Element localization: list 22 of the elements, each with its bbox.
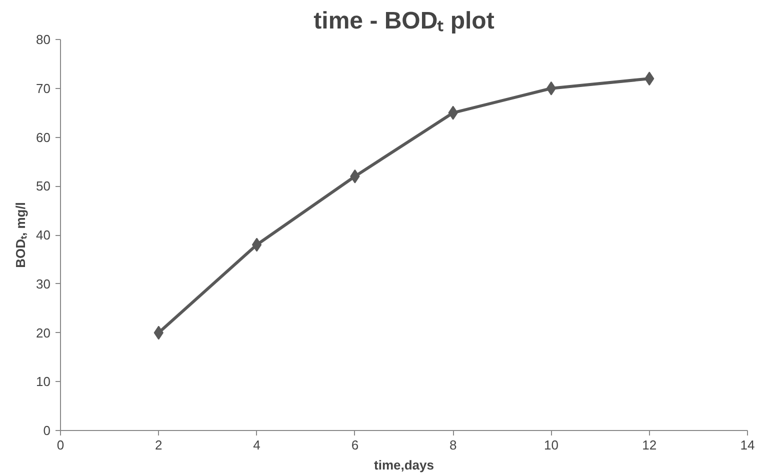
y-tick-label: 30	[36, 276, 51, 292]
x-tick-label: 4	[253, 438, 260, 452]
y-axis-title: BODₜ, mg/l	[13, 202, 28, 268]
y-tick-label: 20	[36, 325, 51, 340]
x-tick-label: 8	[449, 438, 457, 452]
x-tick-label: 10	[544, 438, 558, 452]
x-axis-title: time,days	[374, 458, 434, 472]
y-tick-label: 70	[36, 80, 51, 96]
x-tick-label: 2	[155, 438, 162, 452]
y-tick-label: 40	[36, 228, 51, 242]
x-tick-label: 14	[740, 438, 755, 452]
y-tick-label: 80	[36, 32, 51, 47]
x-tick-label: 0	[56, 438, 64, 452]
y-tick-label: 50	[36, 178, 51, 194]
point	[546, 81, 556, 96]
x-tick-label: 6	[351, 438, 359, 452]
y-tick-label: 10	[36, 374, 51, 390]
x-tick-label: 12	[642, 438, 657, 452]
chart-title: time - BODₜ plot	[314, 8, 494, 34]
y-tick-label: 60	[36, 130, 51, 145]
y-tick-label: 0	[43, 423, 51, 438]
point	[252, 238, 262, 252]
